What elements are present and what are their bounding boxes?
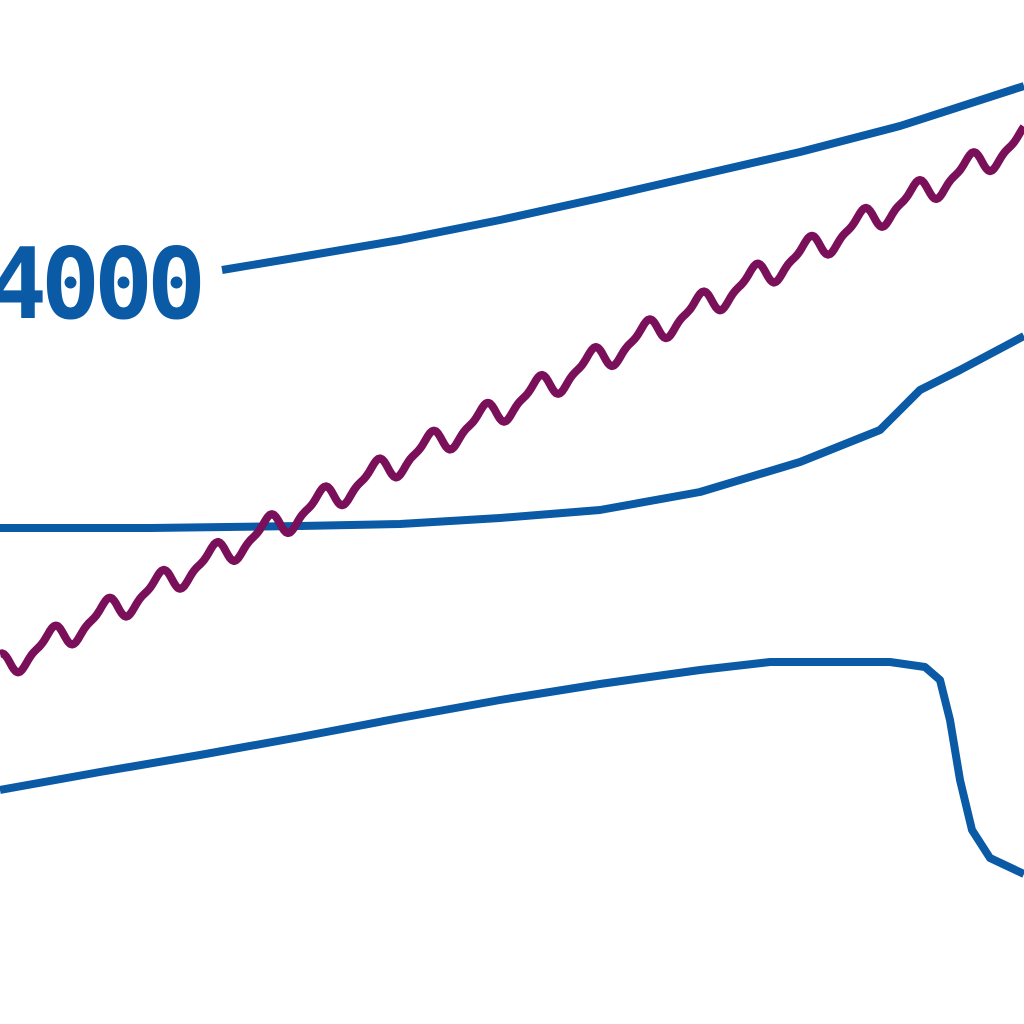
contour-line-lower	[0, 658, 1024, 878]
wavy-series-line	[0, 124, 1024, 677]
contour-line-upper	[221, 82, 1024, 274]
contour-label-4000: 4000	[0, 228, 201, 342]
contour-line-middle	[0, 332, 1024, 532]
